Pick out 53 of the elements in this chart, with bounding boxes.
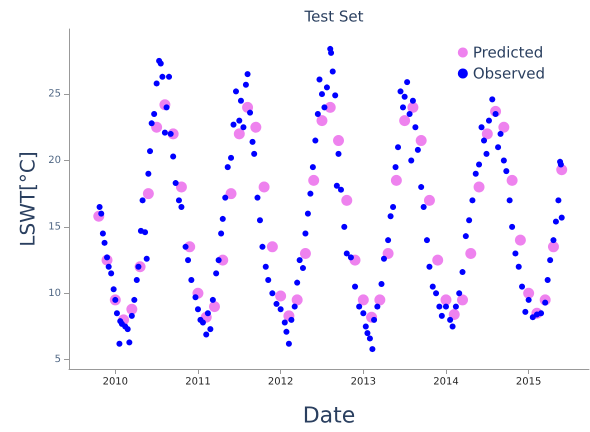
- y-tick-label: 25: [48, 88, 61, 100]
- point: [126, 304, 138, 315]
- point: [300, 248, 311, 259]
- y-tick-label: 5: [54, 354, 61, 366]
- point: [523, 288, 534, 299]
- point: [416, 135, 427, 146]
- point: [382, 248, 394, 259]
- point: [250, 122, 262, 133]
- x-tick-label: 2014: [433, 376, 459, 388]
- point: [465, 248, 476, 259]
- point: [142, 188, 154, 200]
- legend-label: Observed: [472, 64, 546, 82]
- point: [151, 122, 162, 133]
- y-axis-title: LSWT[°C]: [15, 151, 40, 247]
- x-tick-label: 2011: [185, 376, 211, 388]
- point: [424, 194, 435, 206]
- point: [234, 128, 245, 140]
- point: [316, 115, 328, 126]
- point: [226, 188, 237, 200]
- point: [498, 122, 510, 133]
- legend-label: Predicted: [472, 44, 544, 62]
- point: [275, 290, 286, 302]
- point: [374, 294, 386, 306]
- point: [333, 135, 344, 146]
- point: [440, 294, 452, 306]
- point: [258, 182, 270, 193]
- point: [209, 301, 220, 312]
- point: [506, 174, 518, 186]
- point: [514, 234, 526, 246]
- point: [448, 309, 460, 320]
- point: [474, 182, 485, 193]
- point: [482, 128, 493, 140]
- point: [266, 241, 278, 252]
- x-axis-title: Date: [302, 404, 356, 428]
- point: [548, 241, 559, 252]
- x-tick-label: 2012: [268, 376, 294, 388]
- y-tick-label: 15: [48, 221, 61, 232]
- x-tick-label: 2010: [102, 376, 128, 388]
- x-tick-label: 2015: [516, 376, 542, 388]
- point: [341, 194, 352, 206]
- point: [390, 174, 402, 186]
- point: [358, 294, 369, 306]
- point: [308, 174, 320, 186]
- point: [176, 182, 187, 193]
- point: [432, 254, 444, 266]
- point: [399, 115, 410, 126]
- y-tick-label: 10: [48, 288, 61, 299]
- point: [292, 294, 303, 306]
- chart-title: Test Set: [304, 8, 364, 26]
- point: [407, 102, 418, 113]
- y-tick-label: 20: [48, 154, 61, 166]
- x-tick-label: 2013: [350, 376, 376, 388]
- point: [457, 294, 468, 306]
